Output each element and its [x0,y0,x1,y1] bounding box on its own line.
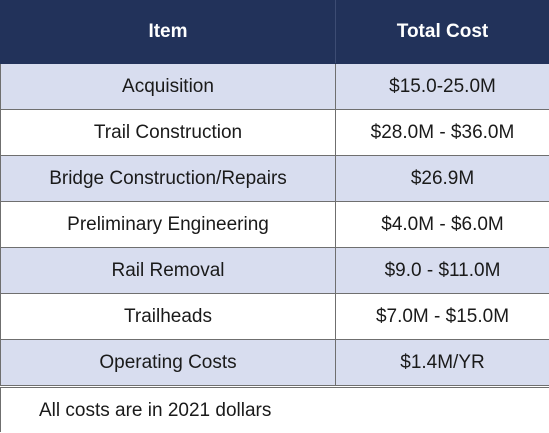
table-row: Trailheads $7.0M - $15.0M [1,294,549,340]
header-total-cost: Total Cost [336,1,549,64]
item-cell: Trailheads [1,294,336,340]
cost-table: Item Total Cost Acquisition $15.0-25.0M … [0,0,549,386]
item-cell: Acquisition [1,64,336,110]
cost-cell: $28.0M - $36.0M [336,110,549,156]
table-row: Operating Costs $1.4M/YR [1,340,549,386]
table-row: Rail Removal $9.0 - $11.0M [1,248,549,294]
cost-cell: $9.0 - $11.0M [336,248,549,294]
item-cell: Trail Construction [1,110,336,156]
cost-cell: $26.9M [336,156,549,202]
header-item: Item [1,1,336,64]
cost-cell: $15.0-25.0M [336,64,549,110]
footnote: All costs are in 2021 dollars [0,387,549,432]
header-row: Item Total Cost [1,1,549,64]
table-row: Trail Construction $28.0M - $36.0M [1,110,549,156]
cost-cell: $7.0M - $15.0M [336,294,549,340]
table-row: Preliminary Engineering $4.0M - $6.0M [1,202,549,248]
table-row: Bridge Construction/Repairs $26.9M [1,156,549,202]
item-cell: Bridge Construction/Repairs [1,156,336,202]
item-cell: Preliminary Engineering [1,202,336,248]
table-row: Acquisition $15.0-25.0M [1,64,549,110]
item-cell: Rail Removal [1,248,336,294]
item-cell: Operating Costs [1,340,336,386]
cost-cell: $4.0M - $6.0M [336,202,549,248]
cost-cell: $1.4M/YR [336,340,549,386]
